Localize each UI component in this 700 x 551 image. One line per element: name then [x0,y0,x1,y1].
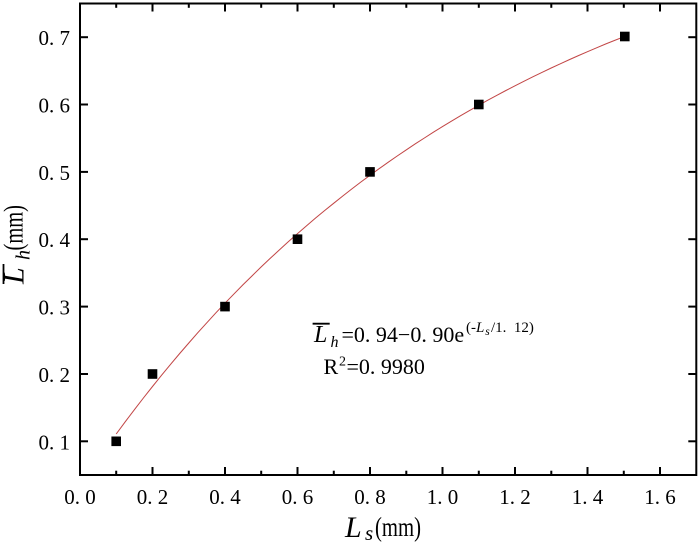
svg-text:1. 0: 1. 0 [427,485,459,509]
svg-text:/1. 12): /1. 12) [491,320,534,336]
svg-text:0. 4: 0. 4 [39,228,71,252]
svg-text:=0. 9980: =0. 9980 [347,354,425,379]
svg-text:(mm): (mm) [0,205,29,251]
svg-text:0. 2: 0. 2 [137,485,169,509]
svg-text:L: L [313,322,327,348]
svg-text:2: 2 [339,355,346,370]
svg-text:0. 8: 0. 8 [354,485,386,509]
svg-text:0. 6: 0. 6 [282,485,314,509]
svg-text:0. 3: 0. 3 [39,296,71,320]
svg-text:1. 2: 1. 2 [499,485,531,509]
svg-text:0. 6: 0. 6 [39,94,71,118]
svg-text:R: R [324,354,339,379]
svg-text:(mm): (mm) [375,512,421,542]
svg-text:s: s [365,521,373,545]
svg-text:0. 7: 0. 7 [39,26,71,50]
svg-text:L: L [475,320,484,336]
svg-text:0. 2: 0. 2 [39,363,71,387]
svg-text:h: h [13,250,35,260]
svg-text:L: L [0,267,31,285]
svg-text:0. 1: 0. 1 [39,430,71,454]
svg-text:h: h [331,334,339,351]
svg-text:1. 4: 1. 4 [572,485,604,509]
svg-text:0. 4: 0. 4 [209,485,241,509]
svg-text:L: L [344,511,362,544]
svg-text:0. 0: 0. 0 [64,485,96,509]
svg-text:s: s [485,326,490,338]
svg-text:1. 6: 1. 6 [644,485,676,509]
svg-text:=0. 94−0. 90e: =0. 94−0. 90e [342,322,465,347]
svg-text:0. 5: 0. 5 [39,161,71,185]
svg-text:(-: (- [466,320,476,336]
